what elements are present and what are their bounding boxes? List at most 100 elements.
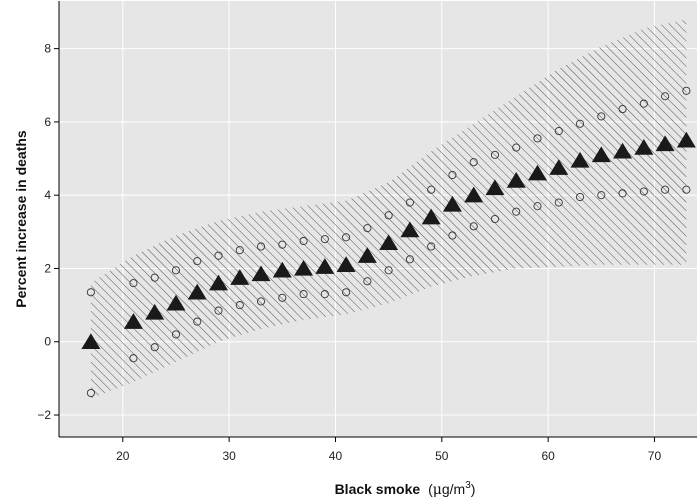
circle-point bbox=[363, 277, 372, 286]
x-axis-title-unit-close: ) bbox=[471, 481, 476, 497]
triangle-point bbox=[506, 172, 526, 188]
x-tick-label: 40 bbox=[329, 449, 343, 463]
circle-point bbox=[618, 189, 627, 198]
circle-point bbox=[150, 343, 159, 352]
triangle-point bbox=[613, 142, 633, 159]
triangle-point bbox=[81, 333, 101, 349]
circle-point bbox=[554, 127, 563, 136]
x-tick-label: 60 bbox=[541, 449, 555, 463]
triangle-point bbox=[336, 256, 356, 273]
triangle-point bbox=[145, 303, 165, 320]
circle-point bbox=[129, 279, 138, 288]
triangle-point bbox=[209, 274, 228, 291]
circle-point bbox=[575, 192, 585, 202]
tick-labels: 20 30 40 50 60 70 −2 0 2 4 6 8 bbox=[37, 42, 661, 463]
triangle-point bbox=[187, 283, 207, 300]
triangle-point bbox=[464, 186, 484, 203]
circle-point bbox=[214, 251, 223, 260]
circle-point bbox=[469, 158, 478, 167]
circle-point bbox=[533, 202, 542, 211]
circle-point bbox=[469, 222, 478, 231]
circle-point bbox=[320, 290, 329, 299]
circle-point bbox=[150, 273, 159, 282]
triangle-point bbox=[400, 221, 420, 238]
circle-point bbox=[193, 317, 202, 326]
x-axis-title: Black smoke (μg/m3) bbox=[335, 480, 476, 498]
circle-point bbox=[575, 119, 585, 128]
triangle-point bbox=[676, 131, 696, 148]
triangle-point bbox=[442, 195, 462, 212]
circle-point bbox=[618, 105, 627, 114]
triangle-point bbox=[166, 294, 186, 311]
circle-point bbox=[405, 255, 414, 264]
y-tick-label: 2 bbox=[44, 261, 51, 275]
circle-point bbox=[597, 191, 606, 200]
y-axis-title: Percent increase in deaths bbox=[13, 130, 29, 308]
triangle-point bbox=[379, 234, 399, 251]
y-tick-label: 6 bbox=[44, 115, 51, 129]
circle-point bbox=[86, 388, 95, 398]
circle-point bbox=[278, 240, 287, 249]
y-tick-label: 4 bbox=[44, 188, 51, 202]
x-tick-label: 20 bbox=[116, 449, 130, 463]
x-axis-title-unit-mu: μ bbox=[433, 482, 442, 498]
x-axis-title-main: Black smoke bbox=[335, 481, 421, 497]
circle-point bbox=[256, 242, 266, 251]
circle-point bbox=[554, 198, 563, 207]
circle-point bbox=[490, 214, 500, 224]
circle-point bbox=[320, 235, 329, 244]
triangle-point bbox=[549, 159, 569, 175]
circle-point bbox=[86, 288, 95, 297]
circle-point bbox=[171, 266, 181, 275]
circle-point bbox=[214, 306, 223, 315]
circle-point bbox=[342, 288, 351, 297]
circle-point bbox=[597, 112, 606, 121]
circle-point bbox=[363, 224, 372, 233]
circle-point bbox=[299, 290, 308, 299]
triangle-point bbox=[591, 146, 611, 163]
circle-point bbox=[661, 185, 670, 194]
triangle-point bbox=[123, 313, 143, 329]
circle-point bbox=[448, 231, 457, 240]
triangle-point bbox=[655, 135, 675, 152]
confidence-band-area bbox=[90, 19, 687, 399]
y-tick-label: 8 bbox=[44, 42, 51, 56]
triangle-point bbox=[315, 258, 335, 274]
x-axis-title-unit-g: g/m bbox=[442, 481, 465, 497]
triangle-point bbox=[485, 179, 505, 196]
x-tick-label: 70 bbox=[648, 449, 662, 463]
circle-point bbox=[661, 92, 670, 101]
circle-point bbox=[448, 170, 457, 180]
axes bbox=[54, 1, 697, 442]
y-tick-label: 0 bbox=[44, 335, 51, 349]
circle-point bbox=[278, 293, 287, 302]
circle-point bbox=[427, 242, 436, 251]
circle-point bbox=[235, 301, 244, 310]
circle-point bbox=[171, 330, 181, 339]
circle-point bbox=[384, 211, 393, 220]
circle-point bbox=[129, 354, 138, 363]
data-marks bbox=[81, 86, 696, 398]
circle-point bbox=[512, 143, 521, 152]
triangle-point bbox=[230, 269, 250, 285]
triangle-point bbox=[272, 261, 292, 278]
x-axis-title-unit-sup: 3 bbox=[465, 480, 471, 491]
circle-point bbox=[256, 297, 266, 306]
circle-point bbox=[299, 236, 308, 246]
circle-point bbox=[490, 150, 500, 159]
confidence-band bbox=[90, 19, 687, 399]
triangle-point bbox=[251, 265, 271, 282]
triangle-point bbox=[357, 247, 377, 263]
circle-point bbox=[427, 185, 436, 194]
triangle-point bbox=[634, 139, 654, 155]
x-axis-title-unit-open: ( bbox=[428, 481, 433, 497]
circle-point bbox=[682, 185, 691, 194]
triangle-point bbox=[421, 208, 441, 225]
circle-point bbox=[639, 99, 648, 108]
x-tick-label: 30 bbox=[222, 449, 236, 463]
circle-point bbox=[193, 257, 202, 266]
circle-point bbox=[512, 207, 521, 216]
circle-point bbox=[342, 233, 351, 242]
x-tick-label: 50 bbox=[435, 449, 449, 463]
